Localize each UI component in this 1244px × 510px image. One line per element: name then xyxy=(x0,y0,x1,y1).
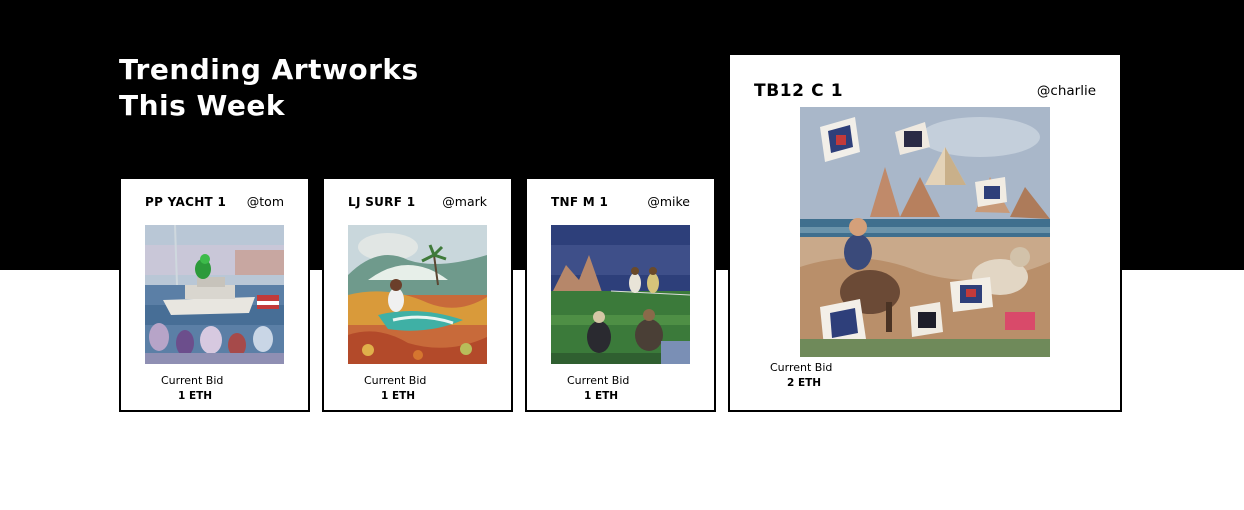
artwork-title[interactable]: TNF M 1 xyxy=(551,195,609,209)
current-bid-label: Current Bid xyxy=(567,374,630,387)
artwork-image[interactable] xyxy=(145,225,284,364)
artwork-image[interactable] xyxy=(551,225,690,364)
current-bid-value: 1 ETH xyxy=(584,390,619,402)
current-bid-label: Current Bid xyxy=(770,361,833,374)
artwork-title[interactable]: TB12 C 1 xyxy=(754,81,844,101)
artwork-card-tnf-m[interactable]: TNF M 1 @mike Current Bid 1 ETH xyxy=(525,177,716,412)
current-bid-value: 1 ETH xyxy=(178,390,213,402)
artwork-card-pp-yacht[interactable]: PP YACHT 1 @tom Current Bid 1 ETH xyxy=(119,177,310,412)
current-bid-label: Current Bid xyxy=(161,374,224,387)
artwork-card-lj-surf[interactable]: LJ SURF 1 @mark Current Bid 1 ETH xyxy=(322,177,513,412)
current-bid-label: Current Bid xyxy=(364,374,427,387)
artwork-owner[interactable]: @tom xyxy=(246,194,284,209)
section-title-line-1: Trending Artworks xyxy=(119,53,419,86)
artwork-title[interactable]: LJ SURF 1 xyxy=(348,195,416,209)
current-bid-value: 2 ETH xyxy=(787,377,822,389)
artwork-image[interactable] xyxy=(800,107,1050,357)
artwork-owner[interactable]: @mark xyxy=(442,194,487,209)
artwork-title[interactable]: PP YACHT 1 xyxy=(145,195,227,209)
section-title: Trending Artworks This Week xyxy=(119,52,479,124)
section-title-line-2: This Week xyxy=(119,89,286,122)
artwork-image[interactable] xyxy=(348,225,487,364)
artwork-owner[interactable]: @mike xyxy=(647,194,690,209)
current-bid-value: 1 ETH xyxy=(381,390,416,402)
artwork-owner[interactable]: @charlie xyxy=(1036,83,1096,99)
artwork-card-tb12-c[interactable]: TB12 C 1 @charlie xyxy=(728,53,1122,412)
